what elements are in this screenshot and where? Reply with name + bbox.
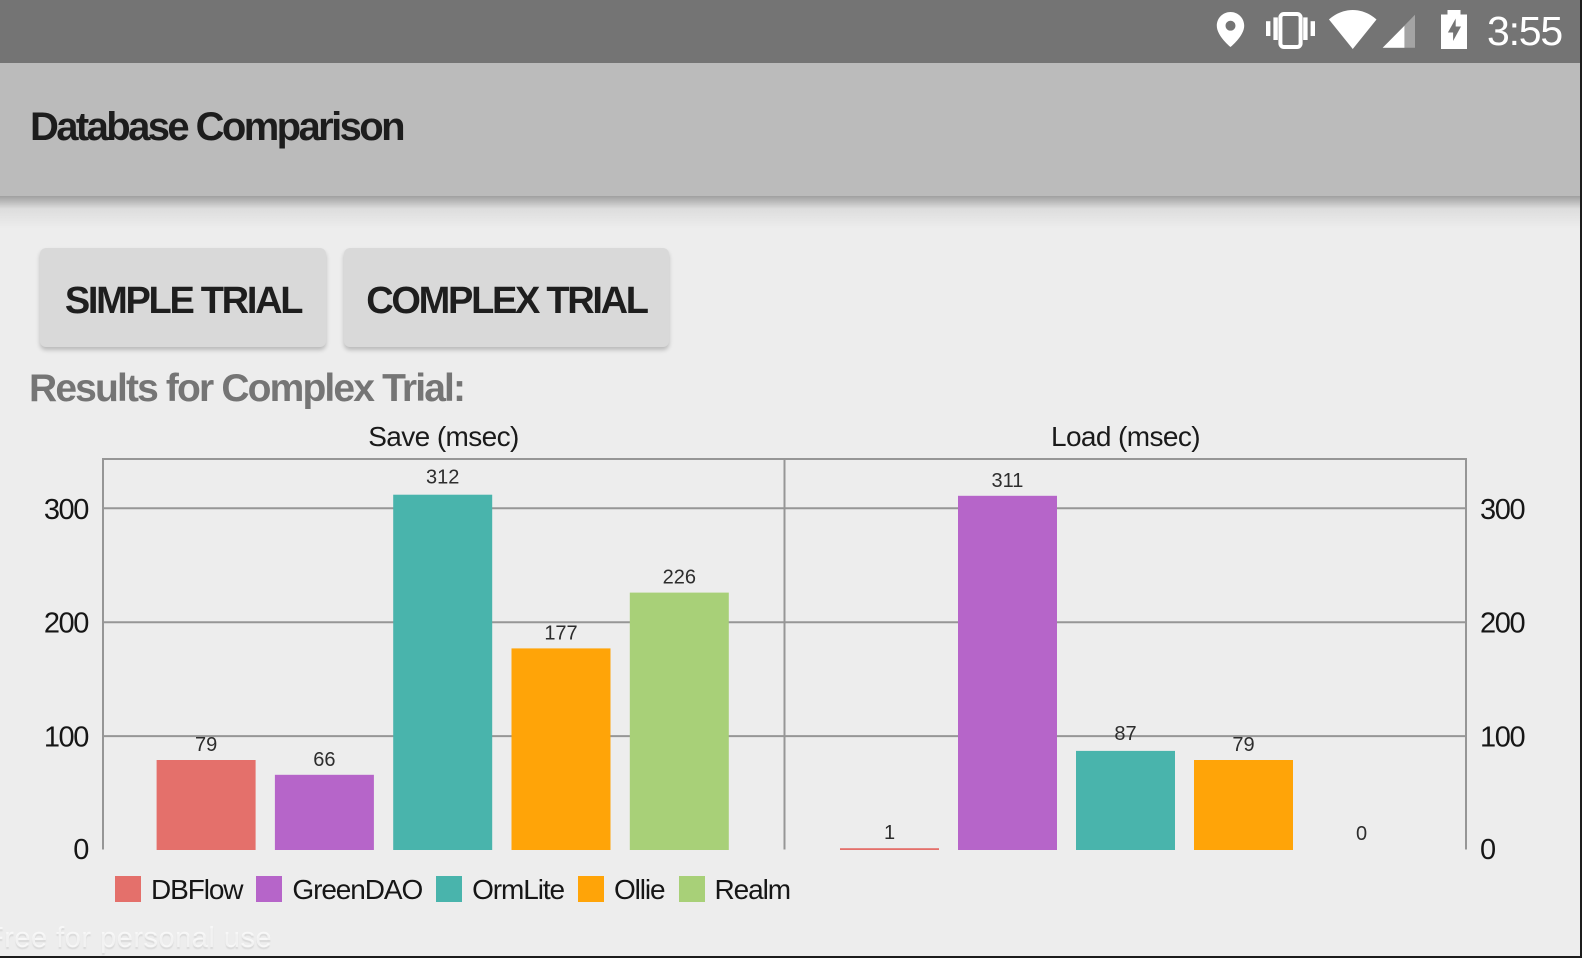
svg-text:311: 311 — [992, 470, 1024, 492]
svg-text:1: 1 — [884, 822, 895, 844]
svg-text:87: 87 — [1114, 723, 1136, 745]
svg-text:100: 100 — [44, 722, 88, 754]
svg-text:312: 312 — [426, 467, 459, 489]
svg-text:0: 0 — [1356, 823, 1367, 845]
svg-text:0: 0 — [73, 834, 88, 866]
svg-text:100: 100 — [1480, 722, 1524, 754]
svg-text:0: 0 — [1480, 834, 1495, 866]
svg-text:79: 79 — [1232, 734, 1254, 756]
svg-text:79: 79 — [195, 734, 217, 756]
svg-text:177: 177 — [544, 622, 577, 644]
svg-text:66: 66 — [313, 749, 335, 771]
svg-text:300: 300 — [1480, 494, 1524, 526]
svg-text:200: 200 — [44, 608, 88, 640]
svg-text:226: 226 — [663, 567, 696, 589]
svg-text:300: 300 — [44, 494, 88, 526]
svg-text:Load (msec): Load (msec) — [1051, 421, 1200, 452]
svg-text:200: 200 — [1480, 608, 1524, 640]
svg-text:Save (msec): Save (msec) — [368, 421, 519, 452]
